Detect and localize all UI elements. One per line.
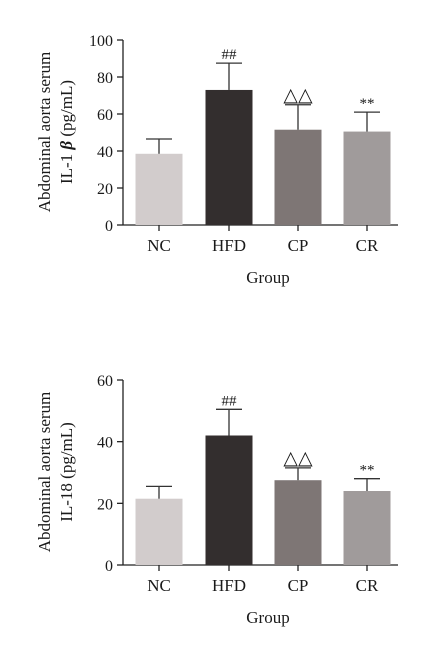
chart-il18-svg: 0 20 40 60 NC HFD ## CP △△ CR ** Abdominal aorta s… (35, 373, 398, 627)
chart-il1b-bar-hfd (205, 89, 253, 225)
chart-il1b: 0 20 40 60 80 100 NC HFD ## CP △△ CR ** Abdominal ao… (0, 0, 438, 330)
chart-il1b-xtick-label-nc: NC (147, 236, 171, 255)
chart-il1b-annotation-hfd: ## (222, 47, 238, 63)
chart-il1b-svg: 0 20 40 60 80 100 NC HFD ## CP △△ CR ** Abdominal ao… (35, 33, 398, 287)
chart-il18-ylabel-line1: Abdominal aorta serum (35, 392, 54, 553)
chart-il18-xtick-label-nc: NC (147, 576, 171, 595)
chart-il1b-ytick-label: 80 (97, 70, 113, 87)
chart-il1b-ylabel-line1: Abdominal aorta serum (35, 52, 54, 213)
chart-il18-xtick-label-hfd: HFD (212, 576, 246, 595)
chart-il1b-ytick-label: 20 (97, 181, 113, 198)
chart-il1b-ytick-label: 60 (97, 107, 113, 124)
chart-il18-ytick-label: 40 (97, 435, 113, 452)
chart-il18-annotation-hfd: ## (222, 393, 238, 409)
chart-il1b-xlabel: Group (246, 268, 289, 287)
chart-il18-bar-cr (343, 491, 391, 565)
chart-il18-xtick-label-cp: CP (288, 576, 309, 595)
chart-il18-xtick-label-cr: CR (356, 576, 379, 595)
chart-il1b-ylabel-line2: IL-1 β (pg/mL) (57, 80, 76, 184)
chart-il18-bar-nc (135, 498, 183, 565)
chart-il1b-annotation-cp: △△ (283, 85, 313, 106)
chart-il18-bar-cp (274, 480, 322, 565)
chart-il18-ylabel-line2: IL-18 (pg/mL) (57, 422, 76, 522)
chart-il18-ytick-label: 0 (105, 558, 113, 575)
chart-il1b-xtick-label-cp: CP (288, 236, 309, 255)
chart-il1b-annotation-cr: ** (360, 96, 375, 112)
chart-il1b-bar-cp (274, 129, 322, 225)
chart-il1b-xtick-label-hfd: HFD (212, 236, 246, 255)
chart-il1b-xtick-label-cr: CR (356, 236, 379, 255)
chart-il18-ytick-label: 20 (97, 496, 113, 513)
chart-il1b-ytick-label: 40 (97, 144, 113, 161)
chart-il18-annotation-cp: △△ (283, 448, 313, 469)
chart-il1b-bar-nc (135, 153, 183, 225)
chart-il1b-ytick-label: 100 (89, 33, 113, 50)
chart-il1b-bar-cr (343, 131, 391, 225)
chart-il18-xlabel: Group (246, 608, 289, 627)
chart-il18: 0 20 40 60 NC HFD ## CP △△ CR ** Abdominal aorta s… (0, 340, 438, 660)
chart-il18-ytick-label: 60 (97, 373, 113, 390)
chart-il18-annotation-cr: ** (360, 463, 375, 479)
chart-il1b-ytick-label: 0 (105, 218, 113, 235)
chart-il18-bar-hfd (205, 435, 253, 565)
